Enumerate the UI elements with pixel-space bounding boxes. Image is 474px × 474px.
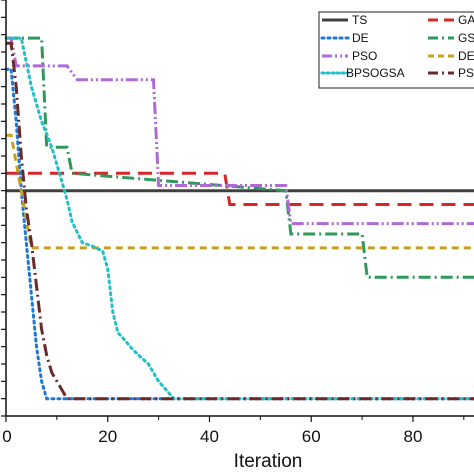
legend-label-psogsa: PS — [458, 66, 474, 80]
legend-label-de: DE — [352, 31, 369, 45]
legend-box — [318, 11, 474, 89]
series-layer — [4, 36, 474, 401]
legend: TS DE PSO BPSOGSA GA GS DE PS — [318, 11, 474, 89]
legend-label-bpsogsa: BPSOGSA — [346, 66, 405, 80]
series-line-de-2 — [4, 67, 474, 401]
x-tick-label: 40 — [200, 427, 219, 446]
x-ticks: 0 20 40 60 80 — [2, 416, 465, 446]
x-axis-title: Iteration — [234, 451, 303, 472]
x-tick-label: 20 — [98, 427, 117, 446]
series-line-de-5 — [6, 133, 474, 250]
series-line-bpsogsa-6 — [4, 36, 474, 401]
legend-label-gsa: GS — [458, 31, 474, 45]
series-line-gsa-3 — [6, 36, 474, 279]
series-line-psogsa-7 — [6, 41, 474, 401]
legend-label-de2: DE — [458, 49, 474, 63]
y-ticks — [1, 0, 6, 417]
legend-label-ga: GA — [458, 13, 474, 27]
x-tick-label: 60 — [302, 427, 321, 446]
legend-label-pso: PSO — [352, 49, 377, 63]
x-tick-label: 80 — [403, 427, 422, 446]
x-tick-label: 0 — [2, 427, 11, 446]
legend-label-ts: TS — [352, 13, 367, 27]
series-line-pso-4 — [6, 36, 474, 226]
